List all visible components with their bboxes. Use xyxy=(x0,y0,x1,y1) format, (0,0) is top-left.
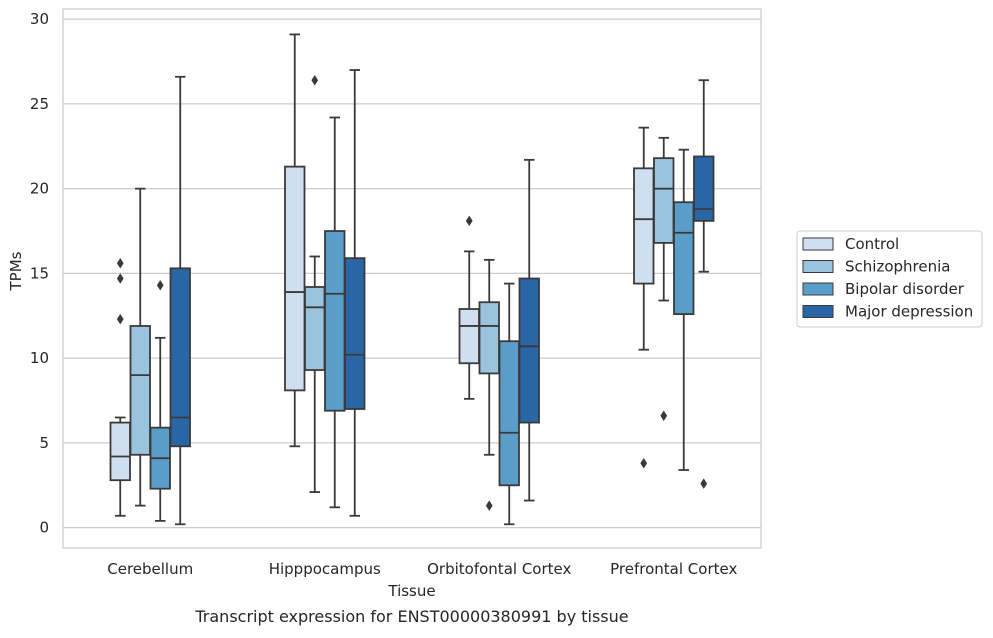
legend: Control Schizophrenia Bipolar disorder Majo… xyxy=(796,230,983,328)
box-bipolar-disorder xyxy=(673,148,695,471)
outlier-point xyxy=(465,215,473,227)
box-body xyxy=(478,301,500,375)
x-axis-ticks: Cerebellum Hipppocampus Orbitofontal Corte… xyxy=(107,560,737,578)
box-control xyxy=(633,126,655,469)
y-tick-label: 25 xyxy=(30,95,49,113)
y-axis-label: TPMs xyxy=(7,251,25,291)
outlier-point xyxy=(660,410,668,422)
legend-swatch xyxy=(802,305,834,318)
box-major-depression xyxy=(344,69,366,517)
chart-title: Transcript expression for ENST0000038099… xyxy=(194,607,628,626)
box-body xyxy=(673,201,695,315)
x-tick-label: Prefrontal Cortex xyxy=(610,560,737,578)
legend-label: Control xyxy=(845,235,899,253)
legend-swatch xyxy=(802,282,834,296)
box-bipolar-disorder xyxy=(498,282,520,526)
legend-label: Schizophrenia xyxy=(845,258,950,276)
box-major-depression xyxy=(693,79,715,489)
x-tick-label: Cerebellum xyxy=(107,560,193,578)
y-tick-label: 20 xyxy=(30,180,49,198)
box-body xyxy=(129,325,151,456)
outlier-point xyxy=(116,257,124,269)
legend-frame xyxy=(796,230,983,328)
box-body xyxy=(458,308,480,365)
box-body xyxy=(284,165,306,392)
box-major-depression xyxy=(169,75,191,526)
boxes xyxy=(109,33,715,526)
y-tick-label: 5 xyxy=(39,434,49,452)
y-tick-label: 30 xyxy=(30,10,49,28)
box-major-depression xyxy=(518,158,540,502)
outlier-point xyxy=(311,74,319,86)
box-body xyxy=(653,157,675,244)
legend-swatch xyxy=(802,260,834,273)
box-body xyxy=(109,421,131,482)
legend-label: Major depression xyxy=(845,303,973,321)
legend-swatch xyxy=(802,237,834,251)
box-body xyxy=(324,230,346,412)
box-bipolar-disorder xyxy=(324,116,346,509)
box-body xyxy=(304,286,326,371)
box-control xyxy=(284,33,306,448)
box-body xyxy=(633,167,655,285)
outlier-point xyxy=(156,280,164,291)
y-tick-label: 15 xyxy=(30,264,49,282)
x-tick-label: Hipppocampus xyxy=(269,560,381,578)
box-body xyxy=(518,277,540,424)
box-schizophrenia xyxy=(478,258,500,511)
box-bipolar-disorder xyxy=(149,280,171,522)
outlier-point xyxy=(640,458,648,469)
box-body xyxy=(693,155,715,222)
outlier-point xyxy=(700,478,708,489)
box-schizophrenia xyxy=(653,136,675,422)
outlier-point xyxy=(116,313,124,325)
y-tick-label: 10 xyxy=(30,349,49,367)
x-tick-label: Orbitofontal Cortex xyxy=(427,560,571,578)
y-tick-label: 0 xyxy=(39,519,49,537)
legend-label: Bipolar disorder xyxy=(845,280,965,298)
box-control xyxy=(109,257,131,517)
y-axis-ticks: 0 5 10 15 20 25 30 xyxy=(30,10,49,536)
x-axis-label: Tissue xyxy=(387,582,435,600)
box-body xyxy=(169,267,191,448)
outlier-point xyxy=(485,500,493,511)
box-schizophrenia xyxy=(304,74,326,493)
box-control xyxy=(458,215,480,400)
plot-area-frame xyxy=(62,8,762,549)
outlier-point xyxy=(116,273,124,284)
box-schizophrenia xyxy=(129,187,151,507)
box-body xyxy=(498,340,520,487)
box-body xyxy=(344,257,366,410)
